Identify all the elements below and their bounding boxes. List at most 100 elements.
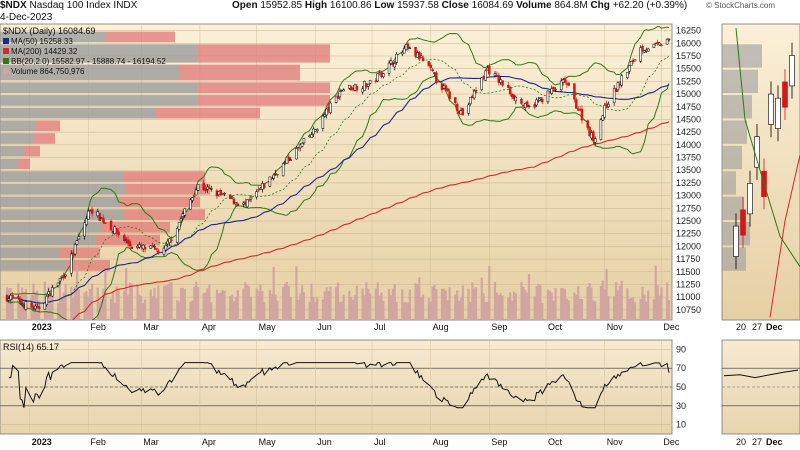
volume-by-price-bar bbox=[0, 247, 60, 259]
candle-body bbox=[249, 196, 253, 200]
volume-bar bbox=[276, 300, 279, 320]
candle-body bbox=[98, 212, 101, 221]
volume-bar bbox=[539, 285, 542, 320]
volume-bar bbox=[647, 290, 650, 320]
month-label: May bbox=[259, 437, 277, 447]
candle-body bbox=[658, 42, 661, 46]
candle-body bbox=[474, 89, 478, 92]
volume-bar bbox=[533, 296, 536, 320]
volume-bar bbox=[70, 286, 73, 320]
candle-body bbox=[325, 108, 328, 116]
side-candle-body bbox=[768, 93, 774, 125]
candle-body bbox=[177, 222, 181, 230]
month-label: Mar bbox=[143, 437, 159, 447]
price-tick-label: 16000 bbox=[676, 38, 701, 48]
price-tick-label: 13750 bbox=[676, 153, 701, 163]
volume-by-price-bar bbox=[156, 107, 260, 119]
candle-body bbox=[427, 61, 431, 67]
candle-body bbox=[302, 138, 306, 144]
volume-by-price-bar bbox=[0, 107, 156, 119]
side-volume-by-price-bar bbox=[722, 171, 736, 195]
volume-by-price-bar bbox=[198, 44, 330, 63]
month-label: Sep bbox=[491, 322, 507, 332]
candle-body bbox=[336, 95, 340, 99]
candle-body bbox=[612, 87, 616, 104]
candle-body bbox=[334, 95, 338, 103]
candle-body bbox=[554, 89, 557, 91]
price-tick-label: 13000 bbox=[676, 191, 701, 201]
candle-body bbox=[193, 195, 196, 198]
volume-bar bbox=[109, 298, 113, 320]
month-label: Nov bbox=[607, 437, 624, 447]
legend: $NDX (Daily) 16084.69 MA(50) 15258.33 MA… bbox=[3, 26, 166, 352]
candle-body bbox=[287, 156, 291, 161]
candle-body bbox=[196, 184, 200, 191]
candle-body bbox=[382, 73, 385, 77]
volume-bar bbox=[153, 288, 156, 320]
volume-bar bbox=[527, 274, 531, 320]
legend-ma50-swatch bbox=[3, 38, 9, 44]
candle-body bbox=[454, 97, 457, 104]
candle-body bbox=[461, 108, 465, 116]
price-tick-label: 16250 bbox=[676, 26, 701, 36]
candle-body bbox=[480, 77, 483, 90]
rsi-tick-label: 70 bbox=[676, 363, 686, 373]
price-tick-label: 12250 bbox=[676, 229, 701, 239]
price-tick-label: 10750 bbox=[676, 305, 701, 315]
month-label: Jun bbox=[317, 322, 332, 332]
volume-bar bbox=[382, 301, 385, 320]
low-label: Low bbox=[374, 0, 395, 11]
volume-by-price-bar bbox=[18, 158, 30, 170]
candle-body bbox=[51, 287, 54, 297]
candle-body bbox=[109, 220, 113, 231]
volume-bar bbox=[338, 302, 341, 320]
volume-bar bbox=[512, 291, 516, 320]
price-tick-label: 13500 bbox=[676, 165, 701, 175]
volume-bar bbox=[336, 282, 340, 320]
candle-body bbox=[143, 247, 147, 250]
legend-volume: Volume 864,750,976 bbox=[11, 67, 85, 76]
candle-body bbox=[616, 82, 620, 91]
volume-bar bbox=[85, 291, 88, 320]
volume-bar bbox=[560, 288, 563, 320]
volume-bar bbox=[666, 282, 669, 320]
month-label: Dec bbox=[663, 437, 680, 447]
candle-body bbox=[323, 114, 327, 117]
volume-bar bbox=[374, 288, 377, 320]
candle-body bbox=[395, 53, 398, 63]
volume-bar bbox=[459, 298, 463, 320]
ohlc-summary: Open 15952.85 High 16100.86 Low 15937.58… bbox=[232, 0, 687, 12]
volume-bar bbox=[75, 265, 79, 320]
side-candle-body bbox=[782, 81, 788, 108]
volume-bar bbox=[586, 286, 589, 320]
volume-bar bbox=[125, 268, 128, 320]
volume-bar bbox=[607, 296, 610, 320]
volume-bar bbox=[448, 287, 451, 320]
price-tick-label: 11250 bbox=[676, 279, 700, 289]
candle-body bbox=[56, 282, 60, 287]
volume-bar bbox=[509, 292, 512, 320]
side-date-label: 20 bbox=[736, 322, 746, 332]
volume-bar bbox=[111, 291, 115, 320]
volume-bar bbox=[361, 288, 364, 320]
symbol: $NDX bbox=[0, 0, 27, 11]
volume-bar bbox=[217, 293, 220, 320]
side-bollinger-line bbox=[735, 28, 800, 267]
credit: © StockCharts.com bbox=[706, 1, 776, 10]
volume-bar bbox=[140, 295, 143, 320]
side-candle-body bbox=[789, 55, 795, 87]
candle-body bbox=[520, 98, 523, 104]
side-candle-body bbox=[747, 183, 753, 215]
volume-bar bbox=[300, 285, 304, 320]
candle-body bbox=[24, 301, 28, 310]
volume-bar bbox=[87, 296, 90, 320]
candle-body bbox=[300, 142, 304, 147]
volume-bar bbox=[162, 286, 166, 320]
candle-body bbox=[620, 75, 623, 86]
month-label: Apr bbox=[202, 437, 216, 447]
volume-bar bbox=[429, 301, 432, 320]
candle-body bbox=[128, 241, 132, 247]
volume-bar bbox=[176, 300, 179, 320]
candle-body bbox=[497, 75, 501, 83]
candle-body bbox=[276, 174, 279, 176]
